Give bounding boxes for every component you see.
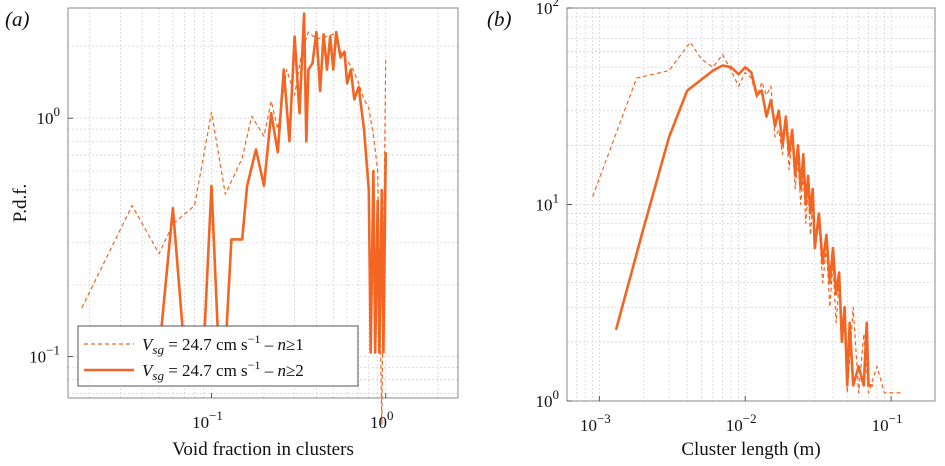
legend-box <box>77 325 359 387</box>
x-tick-label: 10−2 <box>726 411 757 435</box>
panel-b-label: (b) <box>487 7 512 31</box>
panel-a-x-axis-label: Void fraction in clusters <box>172 439 354 460</box>
x-tick-label: 10−1 <box>872 411 903 435</box>
y-tick-label: 10−1 <box>29 343 60 367</box>
legend-entry-n1: Vsg = 24.7 cm s−1 – n≥1 <box>142 332 304 357</box>
y-tick-label: 101 <box>536 191 560 215</box>
panel-a-legend: Vsg = 24.7 cm s−1 – n≥1 Vsg = 24.7 cm s−… <box>77 325 359 387</box>
panel-a-plot-frame <box>67 7 459 399</box>
panel-b-y-ticks: 100 101 102 <box>536 0 572 411</box>
legend-entry-n2: Vsg = 24.7 cm s−1 – n≥2 <box>142 358 304 383</box>
x-tick-label: 10−3 <box>580 411 611 435</box>
x-tick-label: 10−1 <box>192 408 223 432</box>
panel-b-series <box>592 41 903 394</box>
y-tick-label: 100 <box>536 387 560 411</box>
panel-b-x-ticks: 10−3 10−2 10−1 <box>580 396 903 435</box>
panel-b-x-axis-label: Cluster length (m) <box>681 439 820 460</box>
y-tick-label: 100 <box>37 104 61 128</box>
panel-a-y-ticks: 10−1 100 <box>29 104 73 367</box>
panel-a-x-ticks: 10−1 100 <box>192 393 393 432</box>
x-tick-label: 100 <box>370 408 394 432</box>
panel-b-chart: (b) 10−3 10−2 10−1 100 101 102 Cluster lengt… <box>487 0 936 460</box>
series-line-solid <box>614 64 873 387</box>
panel-a-label: (a) <box>5 7 30 31</box>
panel-a-y-axis-label: P.d.f. <box>10 184 31 223</box>
series-line-dashed <box>592 41 903 394</box>
y-tick-label: 102 <box>536 0 560 18</box>
